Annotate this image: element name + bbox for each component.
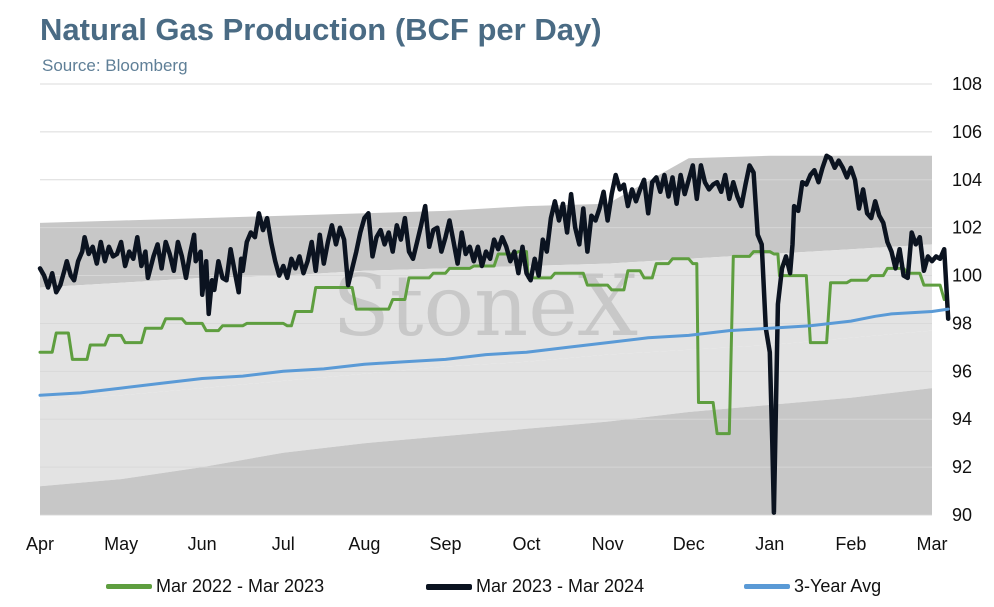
chart-subtitle: Source: Bloomberg bbox=[42, 56, 188, 75]
y-tick-label: 92 bbox=[952, 457, 972, 477]
y-tick-label: 98 bbox=[952, 313, 972, 333]
x-tick-label: Aug bbox=[348, 534, 380, 554]
x-tick-label: Dec bbox=[673, 534, 705, 554]
x-tick-label: Oct bbox=[513, 534, 541, 554]
series-line-2 bbox=[38, 307, 950, 397]
y-tick-label: 102 bbox=[952, 218, 982, 238]
legend-item-mar2022: Mar 2022 - Mar 2023 bbox=[106, 576, 324, 597]
lower-inner-band bbox=[40, 330, 932, 487]
legend-swatch-black bbox=[426, 583, 472, 590]
legend-label: Mar 2022 - Mar 2023 bbox=[156, 576, 325, 596]
legend-item-mar2023: Mar 2023 - Mar 2024 bbox=[426, 576, 644, 597]
inner-band bbox=[40, 244, 932, 401]
y-tick-label: 96 bbox=[952, 361, 972, 381]
series-line-0 bbox=[38, 250, 946, 436]
y-tick-label: 108 bbox=[952, 74, 982, 94]
x-tick-label: Jan bbox=[755, 534, 784, 554]
x-tick-label: Apr bbox=[26, 534, 54, 554]
watermark: StoneX bbox=[332, 257, 638, 355]
x-tick-label: Mar bbox=[917, 534, 948, 554]
x-tick-label: Jul bbox=[272, 534, 295, 554]
y-tick-label: 90 bbox=[952, 505, 972, 525]
y-tick-label: 104 bbox=[952, 170, 982, 190]
x-axis-ticks: Apr May Jun Jul Aug Sep Oct Nov Dec Jan Feb Mar bbox=[26, 534, 948, 554]
x-tick-label: Feb bbox=[835, 534, 866, 554]
lower-outer-band bbox=[40, 388, 932, 515]
legend-swatch-blue bbox=[744, 584, 790, 589]
x-tick-label: Nov bbox=[592, 534, 624, 554]
chart-title: Natural Gas Production (BCF per Day) bbox=[40, 12, 602, 47]
legend-item-3yr-avg: 3-Year Avg bbox=[744, 576, 881, 597]
x-tick-label: Jun bbox=[188, 534, 217, 554]
x-tick-label: Sep bbox=[429, 534, 461, 554]
legend-label: Mar 2023 - Mar 2024 bbox=[476, 576, 645, 596]
legend-label: 3-Year Avg bbox=[794, 576, 882, 596]
y-tick-label: 100 bbox=[952, 266, 982, 286]
y-tick-label: 94 bbox=[952, 409, 972, 429]
legend-swatch-green bbox=[106, 584, 152, 589]
x-tick-label: May bbox=[104, 534, 138, 554]
y-axis-ticks: 90 92 94 96 98 100 102 104 106 108 bbox=[952, 74, 982, 525]
series-line-1 bbox=[37, 153, 951, 515]
y-tick-label: 106 bbox=[952, 122, 982, 142]
series-lines bbox=[37, 153, 951, 515]
